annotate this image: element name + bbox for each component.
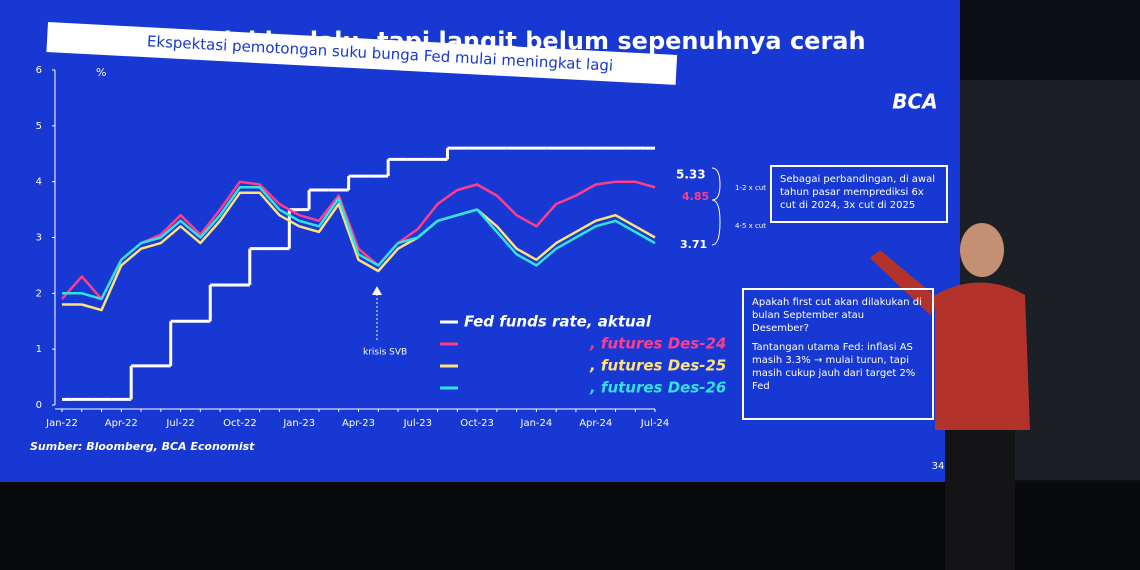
- x-tick-label: Apr-24: [579, 418, 612, 429]
- x-tick-label: Jan-22: [45, 418, 78, 429]
- note: Apakah first cut akan dilakukan di bulan…: [752, 297, 922, 334]
- legend-label: , futures Des-26: [589, 379, 726, 397]
- source: Sumber: Bloomberg, BCA Economist: [30, 440, 255, 453]
- legend-label: Fed funds rate, aktual: [464, 313, 652, 331]
- slide: [0, 0, 960, 482]
- series-line: [62, 186, 656, 301]
- x-tick-label: Jul-23: [403, 418, 432, 429]
- annotation: 4-5 x cut: [735, 222, 766, 230]
- x-tick-label: Apr-23: [342, 418, 375, 429]
- page-number: 34: [932, 461, 945, 472]
- x-tick-label: Jan-24: [520, 418, 553, 429]
- logo: BCA: [892, 90, 937, 114]
- series-line: [62, 191, 656, 312]
- speaker-shirt: [935, 282, 1030, 430]
- annotation: 1-2 x cut: [735, 184, 766, 192]
- y-unit: %: [96, 66, 106, 79]
- x-tick-label: Oct-23: [460, 418, 494, 429]
- series-line: [61, 180, 656, 301]
- note: Tantangan utama Fed: inflasi AS masih 3.…: [752, 342, 916, 392]
- annotation: 5.33: [676, 168, 706, 182]
- x-tick-label: Jul-24: [640, 418, 669, 429]
- x-tick-label: Jan-23: [282, 418, 315, 429]
- brace: [711, 167, 721, 201]
- note-top: Sebagai perbandingan, di awal tahun pasa…: [770, 165, 948, 223]
- note-top-text: Sebagai perbandingan, di awal tahun pasa…: [780, 174, 935, 211]
- annotation: krisis SVB: [363, 348, 407, 358]
- x-tick-label: Apr-22: [105, 418, 138, 429]
- speaker-head: [960, 223, 1004, 277]
- speaker-legs: [945, 430, 1015, 570]
- speaker: [870, 223, 1030, 570]
- y-tick-label: 0: [36, 400, 42, 411]
- notes-box: Apakah first cut akan dilakukan di bulan…: [742, 288, 934, 420]
- title-box: [46, 22, 678, 85]
- brace: [711, 199, 721, 246]
- y-tick-label: 4: [36, 177, 42, 188]
- y-tick-label: 5: [36, 121, 42, 132]
- x-tick-label: Jul-22: [165, 418, 194, 429]
- y-tick-label: 1: [36, 344, 42, 355]
- svb-arrowhead: [372, 286, 382, 295]
- x-tick-label: Oct-22: [223, 418, 257, 429]
- speaker-arm: [870, 250, 940, 315]
- annotation: 4.85: [682, 190, 709, 203]
- legend-label: , futures Des-24: [589, 335, 726, 353]
- y-tick-label: 6: [36, 65, 42, 76]
- y-tick-label: 2: [36, 288, 42, 299]
- legend-label: , futures Des-25: [589, 357, 726, 375]
- annotation: 3.71: [680, 238, 707, 251]
- y-tick-label: 3: [36, 233, 42, 244]
